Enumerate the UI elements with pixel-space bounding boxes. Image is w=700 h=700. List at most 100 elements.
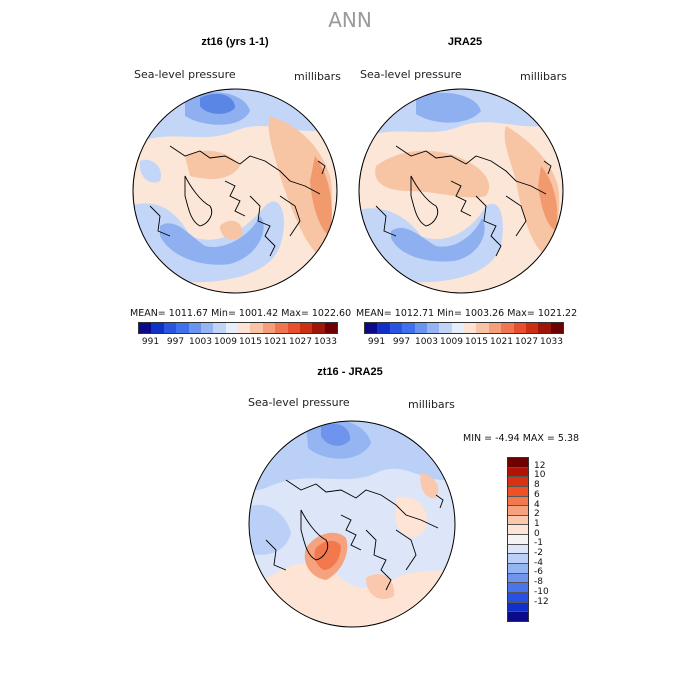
colorbar-swatch [188, 323, 201, 333]
colorbar-swatch [238, 323, 251, 333]
diff-map-border [248, 420, 456, 628]
diff-colorbar-swatch [508, 515, 528, 526]
diff-south-small-positive [366, 574, 395, 600]
diff-colorbar-swatch [508, 458, 528, 468]
panel2-east-high-outer [504, 126, 560, 256]
colorbar-swatch [200, 323, 214, 333]
diff-stats: MIN = -4.94 MAX = 5.38 [463, 433, 580, 444]
panel2-east-high-core [538, 166, 558, 231]
diff-colorbar-swatch [508, 544, 528, 555]
diff-colorbar-swatch [508, 506, 528, 516]
diff-colorbar-tick-label: 12 [534, 460, 546, 471]
colorbar-tick-label: 1009 [214, 337, 237, 347]
colorbar-tick-label: 1027 [515, 337, 538, 347]
diff-colorbar-tick-label: -1 [534, 538, 543, 549]
panel1-stats: MEAN= 1011.67 Min= 1001.42 Max= 1022.60 [130, 308, 352, 319]
colorbar-swatch [550, 323, 563, 333]
panel1-small-high [220, 220, 243, 240]
colorbar-swatch [275, 323, 288, 333]
colorbar-swatch [488, 323, 502, 333]
colorbar-swatch [225, 323, 238, 333]
panel2-stats: MEAN= 1012.71 Min= 1003.26 Max= 1021.22 [356, 308, 578, 319]
colorbar-tick-label: 997 [166, 337, 185, 347]
panel2-colorbar-labels: 991 997 1003 1009 1015 1021 1027 1033 [364, 337, 564, 349]
colorbar-swatch [389, 323, 403, 333]
diff-colorbar-swatch [508, 554, 528, 565]
panel1-colorbar-labels: 991 997 1003 1009 1015 1021 1027 1033 [138, 337, 338, 349]
diff-colorbar-swatch [508, 564, 528, 574]
panel1-map-border [132, 88, 338, 294]
diff-colorbar-tick-label: 4 [534, 499, 540, 510]
diff-colorbar-swatch [508, 496, 528, 507]
panel1-south-low-outer [133, 201, 284, 283]
panel1-colorbar [138, 322, 338, 334]
diff-colorbar-swatch [508, 525, 528, 536]
panel2-coastlines [375, 145, 552, 257]
colorbar-swatch [312, 323, 325, 333]
colorbar-swatch [365, 323, 378, 333]
panel2-colorbar [364, 322, 564, 334]
colorbar-swatch [414, 323, 427, 333]
colorbar-tick-label: 1033 [314, 337, 337, 347]
colorbar-swatch [501, 323, 514, 333]
colorbar-swatch [324, 323, 337, 333]
colorbar-swatch [476, 323, 489, 333]
diff-north-negative-core [321, 423, 351, 446]
panel2-variable-label: Sea-level pressure [360, 68, 462, 81]
colorbar-swatch [139, 323, 152, 333]
diff-polar-map [248, 420, 456, 628]
figure-title: ANN [328, 8, 372, 32]
diff-variable-label: Sea-level pressure [248, 396, 350, 409]
colorbar-swatch [250, 323, 263, 333]
colorbar-swatch [377, 323, 390, 333]
diff-colorbar-tick-label: -6 [534, 567, 543, 578]
diff-colorbar-swatch [508, 535, 528, 545]
panel1-centre-high [185, 150, 240, 179]
colorbar-swatch [213, 323, 226, 333]
diff-colorbar-swatch [508, 602, 528, 613]
colorbar-tick-label: 1021 [490, 337, 513, 347]
diff-colorbar-tick-label: -10 [534, 586, 549, 597]
diff-units-label: millibars [408, 398, 455, 411]
colorbar-tick-label: 1033 [540, 337, 563, 347]
colorbar-swatch [451, 323, 464, 333]
diff-panel-title: zt16 - JRA25 [317, 366, 383, 378]
diff-centre-positive-core [314, 540, 341, 570]
diff-colorbar-tick-label: 8 [534, 480, 540, 491]
diff-colorbar-tick-label: -2 [534, 548, 543, 559]
diff-colorbar-tick-label: 0 [534, 528, 540, 539]
panel2-polar-map [358, 88, 564, 294]
colorbar-swatch [464, 323, 477, 333]
colorbar-swatch [163, 323, 177, 333]
diff-colorbar-tick-label: -8 [534, 577, 543, 588]
diff-northeast-positive [420, 473, 439, 499]
diff-colorbar-labels: 12 10 8 6 4 2 1 0 -1 -2 -4 -6 -8 -10 -12 [534, 457, 574, 622]
colorbar-swatch [513, 323, 526, 333]
panel1-south-low-mid [160, 216, 264, 265]
diff-colorbar-swatch [508, 477, 528, 487]
panel1-coastlines [149, 145, 326, 257]
diff-colorbar-tick-label: 10 [534, 470, 546, 481]
diff-colorbar-tick-label: 6 [534, 489, 540, 500]
panel1-north-low-core [200, 93, 235, 114]
diff-colorbar-swatch [508, 612, 528, 621]
panel1-east-high-outer [268, 116, 332, 256]
colorbar-swatch [439, 323, 452, 333]
colorbar-tick-label: 1015 [239, 337, 262, 347]
diff-colorbar-tick-label: 2 [534, 509, 540, 520]
diff-colorbar-swatch [508, 467, 528, 478]
colorbar-swatch [299, 323, 313, 333]
panel1-title: zt16 (yrs 1-1) [201, 36, 269, 48]
colorbar-tick-label: 997 [392, 337, 411, 347]
colorbar-tick-label: 1003 [415, 337, 438, 347]
diff-coastlines [265, 479, 444, 591]
diff-colorbar-swatch [508, 592, 528, 603]
panel2-north-low-mid [416, 92, 481, 123]
diff-colorbar-swatch [508, 583, 528, 593]
panel1-units-label: millibars [294, 70, 341, 83]
colorbar-swatch [287, 323, 300, 333]
panel2-map-border [358, 88, 564, 294]
panel2-title: JRA25 [447, 36, 483, 48]
panel1-polar-map [132, 88, 338, 294]
diff-colorbar-tick-label: 1 [534, 518, 540, 529]
